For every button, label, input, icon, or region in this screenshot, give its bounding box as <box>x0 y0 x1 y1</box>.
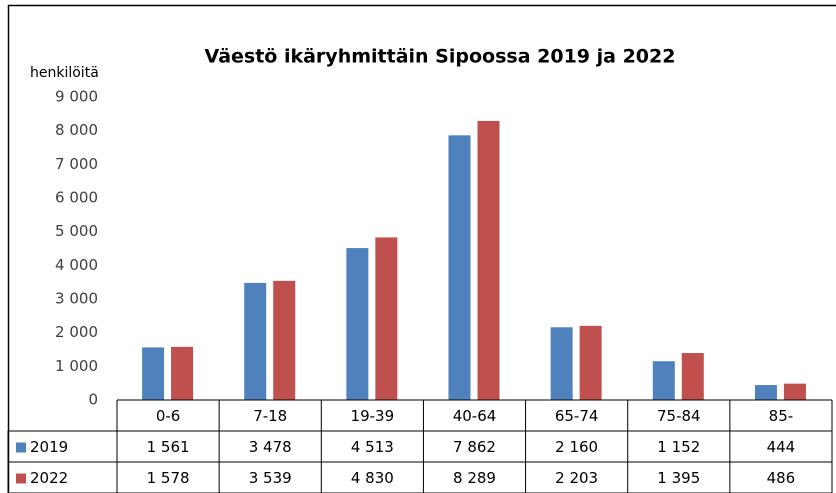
data-label: 2 203 <box>555 469 598 487</box>
data-label: 2 160 <box>555 438 598 456</box>
data-label: 1 152 <box>657 438 700 456</box>
y-tick-label: 4 000 <box>55 256 98 274</box>
bar <box>783 383 806 400</box>
y-tick-label: 1 000 <box>55 357 98 375</box>
y-axis-label: henkilöitä <box>30 65 99 81</box>
data-label: 3 539 <box>249 469 292 487</box>
bar <box>375 237 398 400</box>
chart-title: Väestö ikäryhmittäin Sipoossa 2019 ja 20… <box>205 46 676 68</box>
data-label: 1 395 <box>657 469 700 487</box>
y-tick-label: 6 000 <box>55 189 98 207</box>
data-label: 4 830 <box>351 469 394 487</box>
y-tick-label: 0 <box>88 391 98 409</box>
bar <box>346 248 369 400</box>
legend-label: 2019 <box>30 438 68 456</box>
bar <box>477 120 500 400</box>
bar <box>244 282 267 400</box>
legend-swatch <box>16 442 26 453</box>
x-tick-label: 7-18 <box>253 407 287 425</box>
data-label: 1 561 <box>147 438 190 456</box>
legend-label: 2022 <box>30 469 68 487</box>
data-label: 7 862 <box>453 438 496 456</box>
data-label: 3 478 <box>249 438 292 456</box>
bar <box>754 385 777 400</box>
x-tick-label: 0-6 <box>156 407 181 425</box>
bar <box>652 361 675 400</box>
bar <box>142 347 165 400</box>
y-tick-label: 2 000 <box>55 323 98 341</box>
data-label: 8 289 <box>453 469 496 487</box>
y-tick-label: 8 000 <box>55 121 98 139</box>
x-tick-label: 75-84 <box>657 407 701 425</box>
bar <box>273 280 296 400</box>
bar <box>550 327 573 400</box>
bar <box>448 135 471 400</box>
x-tick-label: 40-64 <box>453 407 497 425</box>
x-tick-label: 65-74 <box>555 407 599 425</box>
data-label: 1 578 <box>147 469 190 487</box>
bar <box>171 346 194 400</box>
y-tick-label: 9 000 <box>55 88 98 106</box>
y-tick-label: 7 000 <box>55 155 98 173</box>
bar <box>579 325 602 400</box>
x-tick-label: 85- <box>769 407 794 425</box>
y-tick-label: 3 000 <box>55 290 98 308</box>
chart-border <box>7 4 836 493</box>
bar <box>681 353 704 400</box>
legend-swatch <box>16 473 26 484</box>
data-label: 486 <box>767 469 796 487</box>
data-label: 444 <box>767 438 796 456</box>
y-tick-label: 5 000 <box>55 222 98 240</box>
x-tick-label: 19-39 <box>351 407 395 425</box>
data-label: 4 513 <box>351 438 394 456</box>
